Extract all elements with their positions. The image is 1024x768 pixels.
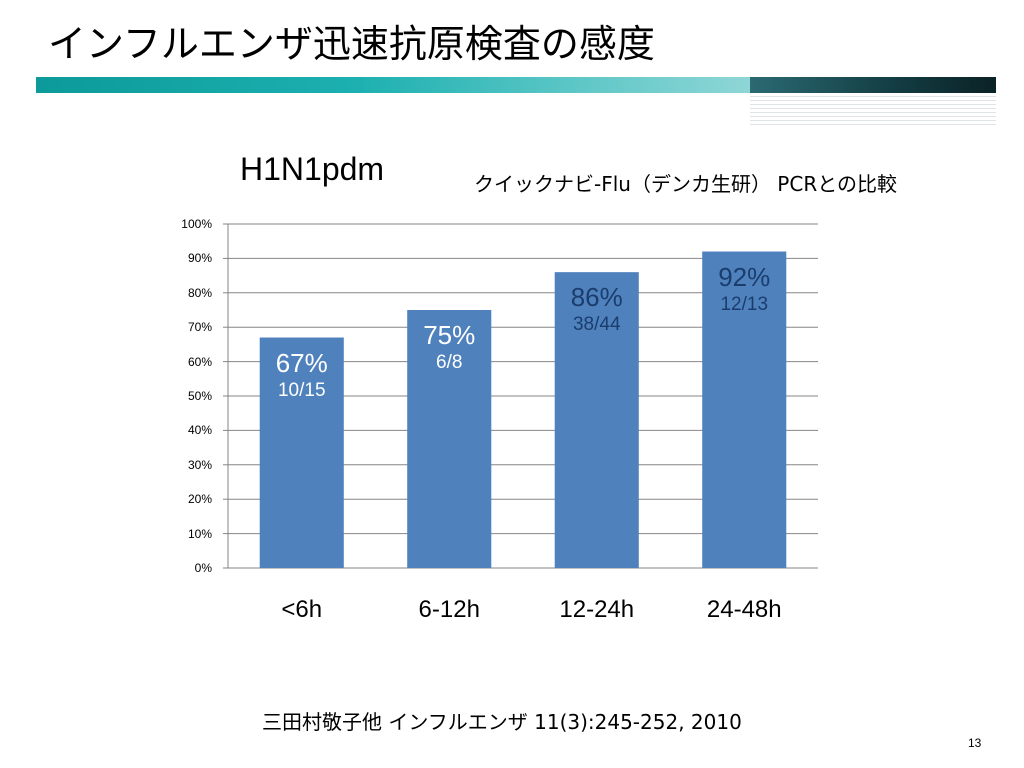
bar-percent-label: 75% [423,320,476,350]
title-underline-band-dark [750,77,996,93]
x-category-label: 12-24h [559,596,635,623]
y-tick-label: 40% [187,423,212,438]
y-tick-label: 10% [187,526,212,541]
decorative-stripes [750,96,996,128]
y-tick-label: 50% [187,389,212,403]
x-category-label: <6h [281,596,323,623]
bar [702,251,787,568]
y-tick-label: 80% [187,285,212,300]
y-tick-label: 60% [187,354,212,369]
y-tick-label: 0% [194,561,212,575]
x-category-label: 6-12h [418,596,480,623]
bar [259,337,344,568]
y-tick-label: 70% [187,320,212,335]
chart-title: H1N1pdm [240,151,385,187]
page-number: 13 [968,736,982,750]
bar-percent-label: 92% [718,261,771,292]
bar-percent-label: 86% [570,282,623,313]
slide-title: インフルエンザ迅速抗原検査の感度 [48,22,655,66]
bar-fraction-label: 38/44 [572,314,621,336]
citation: 三田村敬子他 インフルエンザ 11(3):245-252, 2010 [262,710,742,734]
y-tick-label: 20% [187,492,212,507]
y-tick-label: 30% [187,457,212,472]
chart-subtitle: クイックナビ-Flu（デンカ生研） PCRとの比較 [474,172,898,196]
bar-fraction-label: 10/15 [277,379,326,401]
title-underline-band [36,77,750,93]
bar [554,272,639,568]
bar [407,310,492,568]
bar-fraction-label: 6/8 [436,352,463,373]
y-tick-label: 100% [181,217,212,231]
x-category-label: 24-48h [706,596,782,623]
y-tick-label: 90% [187,251,212,266]
bar-fraction-label: 12/13 [720,293,769,315]
bar-percent-label: 67% [275,347,328,378]
